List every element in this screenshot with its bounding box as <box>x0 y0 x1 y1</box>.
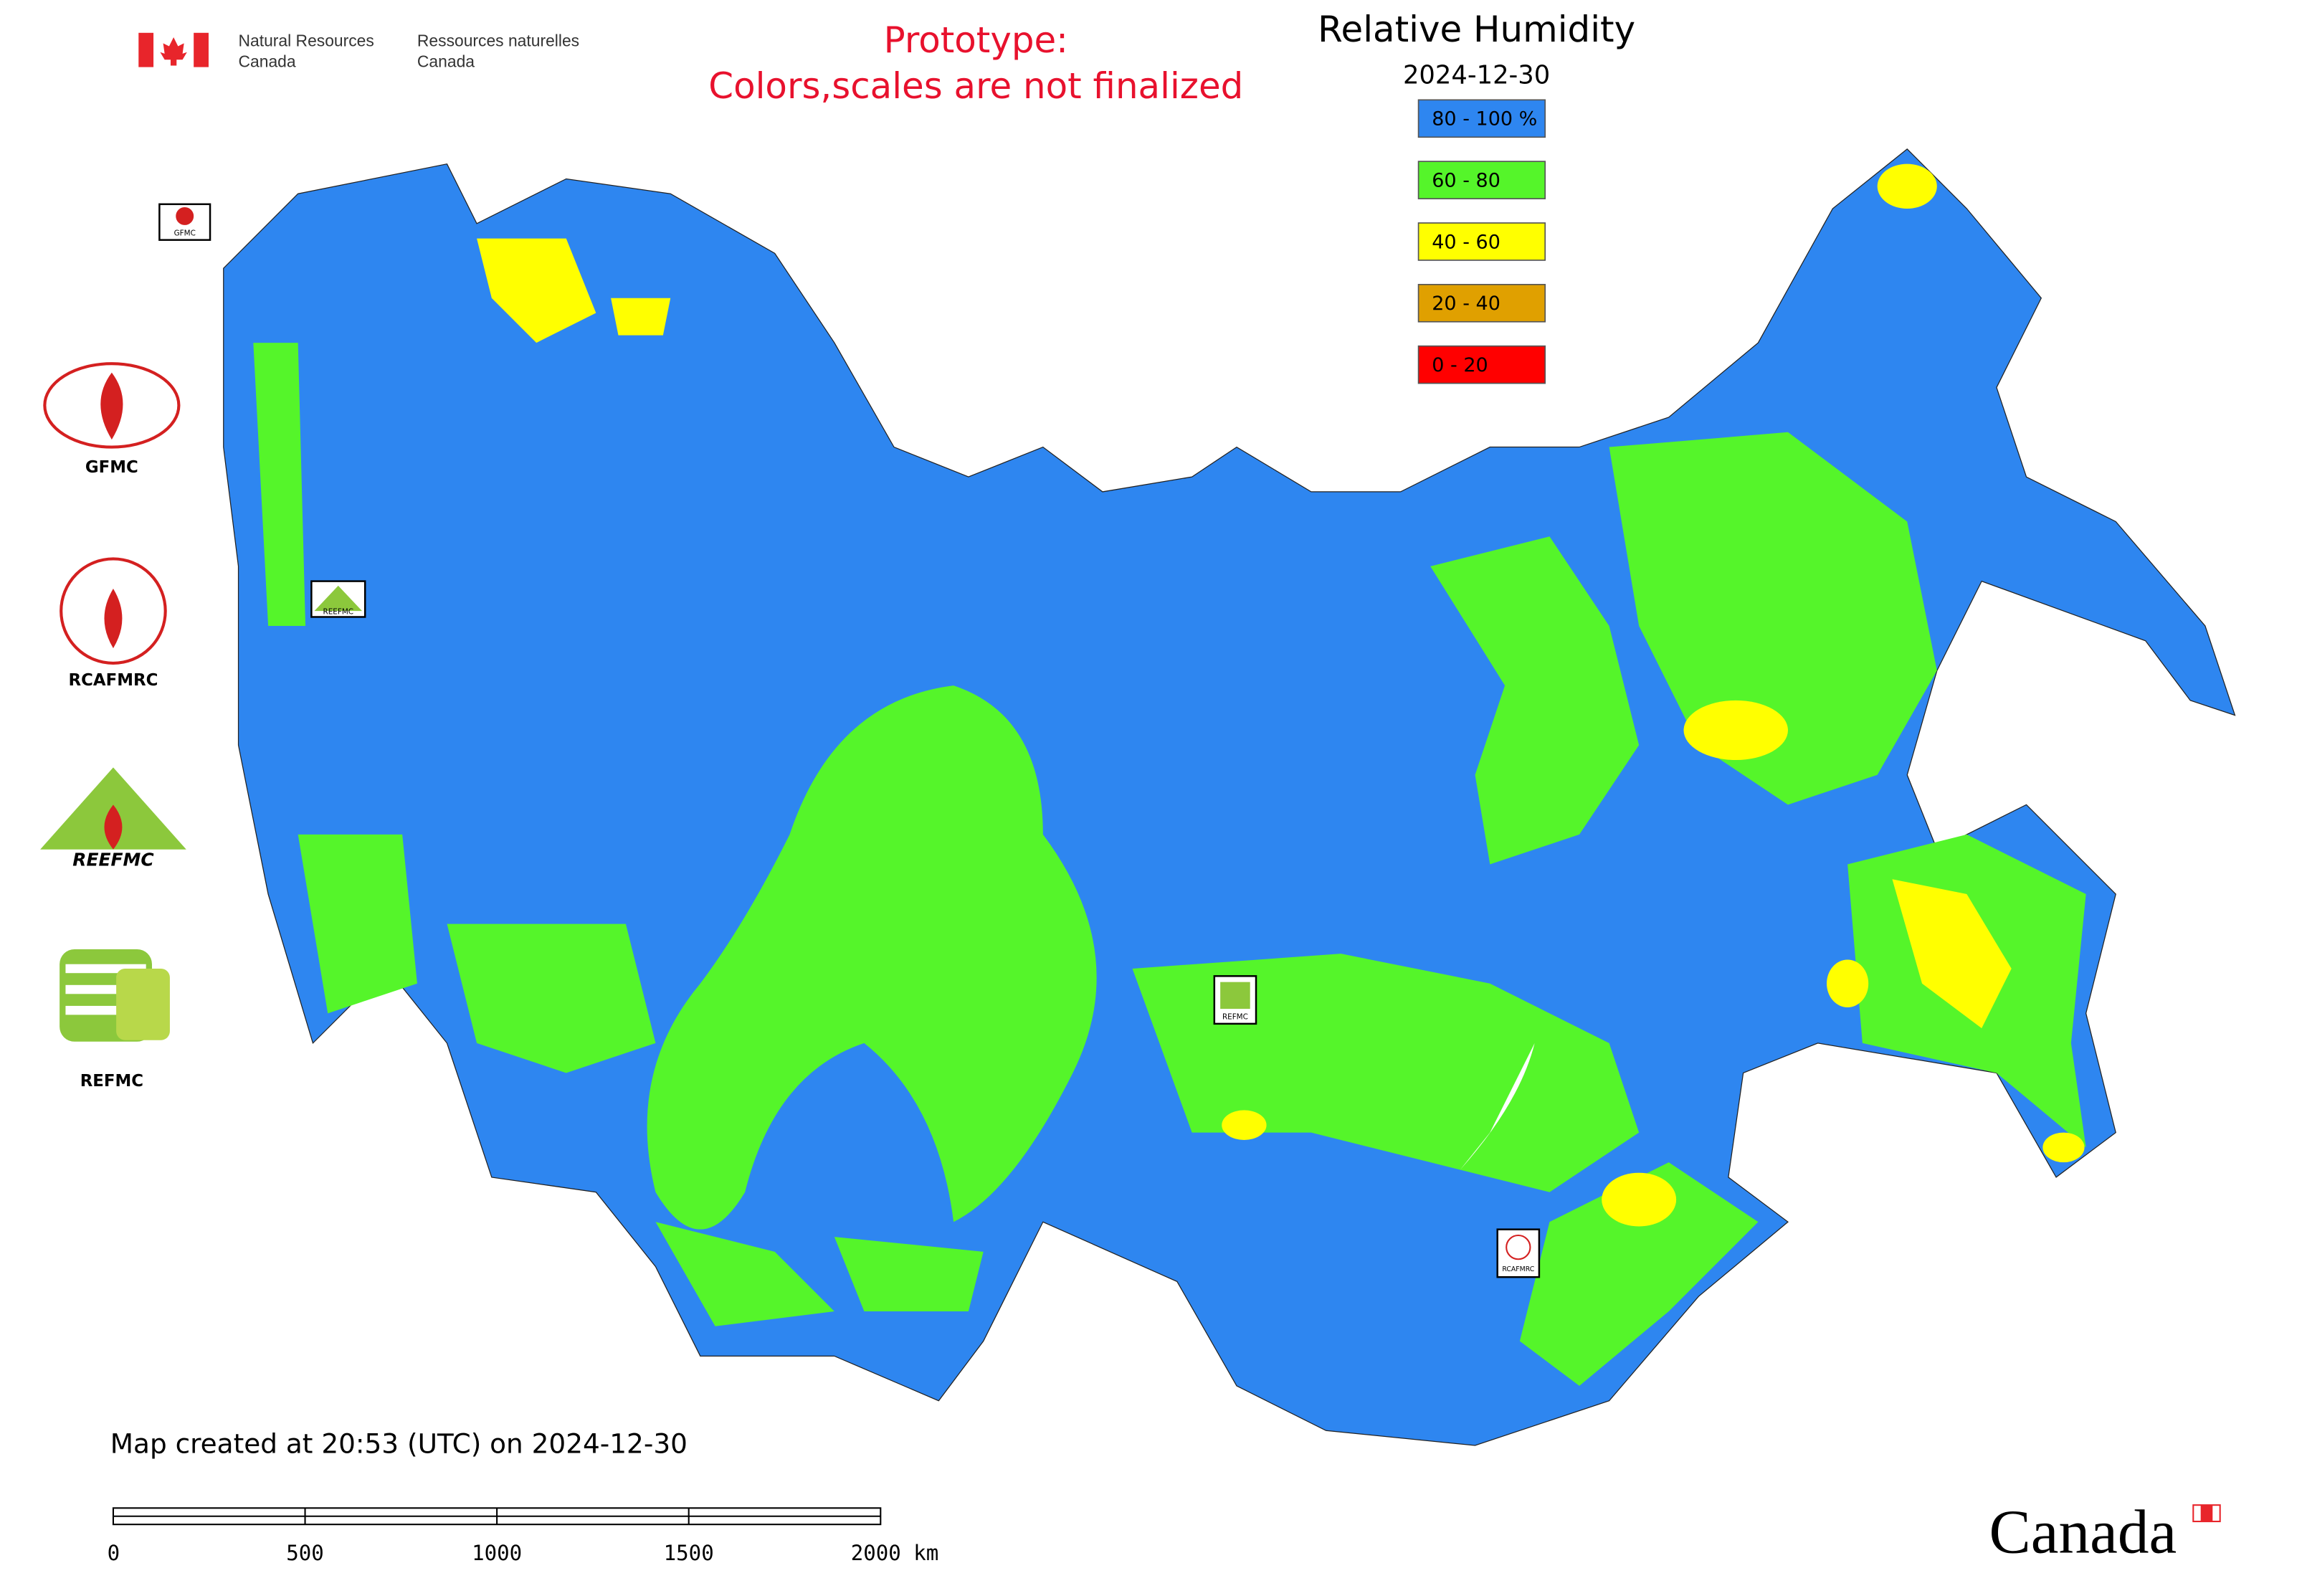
wordmark-text: Canada <box>1989 1497 2177 1567</box>
marker-label: REEFMC <box>323 607 353 616</box>
scale-label: 0 <box>108 1541 120 1565</box>
legend-label: 20 - 40 <box>1432 293 1500 315</box>
logo-refmc: REFMC <box>60 949 170 1091</box>
notice: Prototype: <box>884 19 1068 61</box>
legend-swatch <box>1417 345 1546 384</box>
legend: 80 - 100 % 60 - 80 40 - 60 20 - 40 0 - 20 <box>1417 99 1546 384</box>
title: Relative Humidity <box>1318 9 1635 50</box>
marker-label: RCAFMRC <box>1502 1265 1534 1273</box>
scale-bar: 0 500 1000 1500 2000 km <box>108 1507 939 1565</box>
legend-swatch <box>1417 99 1546 138</box>
legend-label: 60 - 80 <box>1432 169 1500 191</box>
scale-label: 1500 <box>664 1541 714 1565</box>
notice: Colors,scales are not finalized <box>708 65 1243 107</box>
logo-rcafmrc: RCAFMRC <box>60 557 167 690</box>
date: 2024-12-30 <box>1403 60 1550 90</box>
scale-label: 1000 <box>472 1541 522 1565</box>
legend-swatch <box>1417 161 1546 199</box>
map-marker: REEFMC <box>310 580 366 618</box>
agency-fr: Canada <box>417 52 475 71</box>
logo-label: REFMC <box>80 1072 143 1091</box>
green-zones <box>253 343 2086 1386</box>
map-marker: RCAFMRC <box>1496 1228 1541 1278</box>
logo-label: RCAFMRC <box>69 671 158 690</box>
scale-label: 2000 km <box>851 1541 939 1565</box>
legend-label: 0 - 20 <box>1432 354 1488 376</box>
logo-reefmc: REEFMC <box>40 767 186 870</box>
logo-label: GFMC <box>85 458 138 477</box>
map-area <box>223 148 2236 1446</box>
agency-en: Natural Resources <box>239 31 374 49</box>
map-marker: REFMC <box>1213 975 1257 1025</box>
fip-logo <box>138 32 209 67</box>
scale-label: 500 <box>286 1541 324 1565</box>
legend-label: 40 - 60 <box>1432 231 1500 253</box>
marker-label: REFMC <box>1222 1013 1248 1022</box>
legend-label: 80 - 100 % <box>1432 108 1537 130</box>
map-marker: GFMC <box>158 203 211 241</box>
agency-en: Canada <box>239 52 296 71</box>
wordmark: Canada <box>1989 1497 2221 1567</box>
marker-label: GFMC <box>174 229 196 237</box>
agency-fr: Ressources naturelles <box>417 31 579 49</box>
footer-note: Map created at 20:53 (UTC) on 2024-12-30 <box>110 1428 688 1459</box>
yellow-zones <box>477 163 2085 1227</box>
legend-swatch <box>1417 283 1546 323</box>
legend-swatch <box>1417 222 1546 261</box>
land-region <box>223 148 2236 1446</box>
logo-gfmc: GFMC <box>43 362 181 477</box>
logo-label: REEFMC <box>72 850 154 870</box>
